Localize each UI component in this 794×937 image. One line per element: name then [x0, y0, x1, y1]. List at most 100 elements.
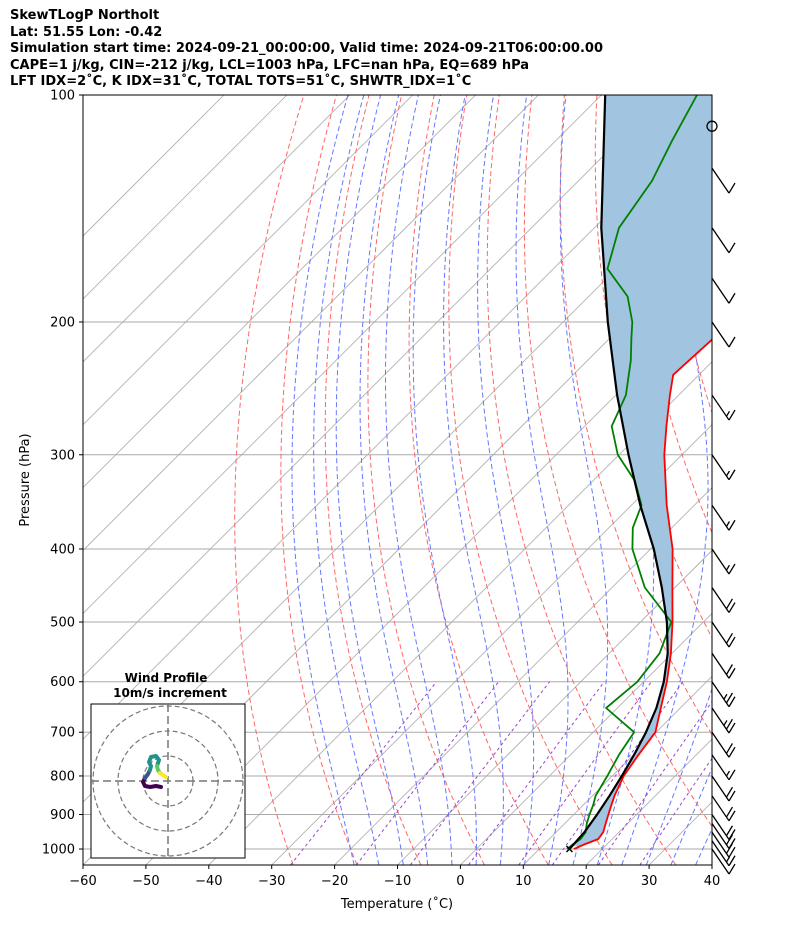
wind-barb [711, 681, 736, 708]
mixing-ratio-line [290, 681, 437, 865]
wind-barb [711, 814, 736, 840]
wind-barb [711, 504, 736, 531]
y-tick-label: 700 [50, 726, 75, 741]
y-axis-label: Pressure (hPa) [18, 433, 33, 526]
y-tick-label: 200 [50, 315, 75, 330]
barb-half-flag [725, 856, 731, 863]
y-tick-label: 300 [50, 448, 75, 463]
dewpoint-line [566, 95, 698, 850]
isotherm-line [145, 298, 712, 865]
inset-subtitle: 10m/s increment [113, 686, 227, 700]
barb-flag [728, 846, 736, 858]
moist-adiabat [645, 687, 712, 865]
wind-barb [711, 840, 736, 867]
barb-flag [725, 632, 734, 644]
wind-barb [711, 277, 736, 304]
x-tick-label: 20 [578, 874, 595, 889]
wind-barb [711, 754, 736, 781]
wind-barb [711, 731, 736, 758]
isotherm-line [83, 95, 413, 426]
x-axis-label: Temperature (˚C) [340, 896, 453, 912]
barb-flag [728, 863, 736, 875]
wind-barb [711, 707, 736, 734]
chart-title: SkewTLogP Northolt [10, 8, 160, 23]
x-tick-label: 10 [515, 874, 532, 889]
mixing-ratio-line [518, 681, 652, 865]
moist-adiabat [670, 766, 712, 865]
dry-adiabat [280, 95, 358, 865]
dry-adiabat [367, 95, 485, 865]
barb-flag [728, 790, 736, 802]
dry-adiabat [408, 95, 549, 865]
isotherm-line [271, 424, 712, 865]
dry-adiabat [727, 95, 794, 865]
x-tick-label: 40 [704, 874, 721, 889]
moist-adiabat [412, 95, 477, 865]
inset-title: Wind Profile [125, 671, 208, 685]
thermo-indices-line: LFT IDX=2˚C, K IDX=31˚C, TOTAL TOTS=51˚C… [10, 74, 472, 89]
isotherm-line [83, 95, 288, 300]
barb-half-flag [723, 720, 728, 726]
parcel-origin-marker [565, 845, 573, 853]
y-tick-label: 900 [50, 808, 75, 823]
barb-half-flag [725, 564, 731, 571]
isotherm-line [83, 95, 602, 614]
moist-adiabat [359, 95, 429, 865]
x-axis: −60 −50 −40 −30 −20 −10 0 10 20 30 40 [69, 865, 720, 889]
barb-half-flag [725, 410, 731, 417]
isotherm-line [83, 95, 665, 677]
wind-barbs [706, 120, 736, 875]
isotherm-line [83, 95, 225, 237]
barb-flag [728, 519, 736, 531]
isotherm-line [334, 487, 712, 865]
wind-barb [711, 394, 736, 421]
barb-shaft [711, 227, 730, 254]
profiles [565, 95, 712, 853]
wind-barb [711, 795, 736, 822]
moist-adiabat [559, 95, 609, 865]
x-tick-label: −50 [132, 874, 159, 889]
y-tick-label: 600 [50, 675, 75, 690]
isotherm-line [208, 361, 712, 865]
dry-adiabat [486, 95, 677, 865]
moist-adiabat [335, 95, 404, 865]
barb-flag [725, 692, 734, 704]
chart-header: SkewTLogP Northolt Lat: 51.55 Lon: -0.42… [10, 8, 603, 91]
barb-flag [728, 182, 736, 194]
x-tick-label: 30 [641, 874, 658, 889]
y-axis: 1000 900 800 700 600 500 400 300 200 100 [42, 89, 83, 858]
calm-wind-circle [706, 120, 718, 132]
mixing-ratio-line [409, 681, 550, 865]
barb-half-flag [725, 470, 731, 477]
barb-shaft [711, 321, 730, 348]
cin-shading [572, 95, 712, 846]
isotherm-line [83, 95, 539, 552]
barb-flag [728, 242, 736, 254]
wind-profile-inset: Wind Profile 10m/s increment [90, 671, 246, 859]
mixing-ratio-line [468, 681, 605, 865]
parcel-line [568, 95, 669, 850]
mixing-ratio-line [355, 681, 499, 865]
barb-flag [728, 336, 736, 348]
barb-shaft [711, 848, 730, 875]
barb-flag [728, 602, 736, 613]
barb-flag [725, 743, 734, 754]
simulation-time-line: Simulation start time: 2024-09-21_00:00:… [10, 41, 603, 56]
dry-adiabat [559, 95, 712, 736]
wind-barb [711, 652, 736, 679]
barb-flag [725, 718, 734, 730]
moist-adiabat [385, 95, 453, 865]
x-tick-label: −10 [384, 874, 411, 889]
wind-barb [711, 227, 736, 254]
moist-adiabat [443, 95, 504, 865]
location-line: Lat: 51.55 Lon: -0.42 [10, 24, 163, 40]
barb-flag [728, 746, 736, 758]
wind-barb [711, 454, 736, 481]
x-tick-label: −40 [195, 874, 222, 889]
x-tick-label: −20 [321, 874, 348, 889]
y-tick-label: 1000 [42, 843, 75, 858]
barb-flag [728, 769, 736, 781]
wind-barb [711, 167, 736, 194]
barb-half-flag [725, 770, 731, 777]
moist-adiabat [291, 95, 355, 865]
